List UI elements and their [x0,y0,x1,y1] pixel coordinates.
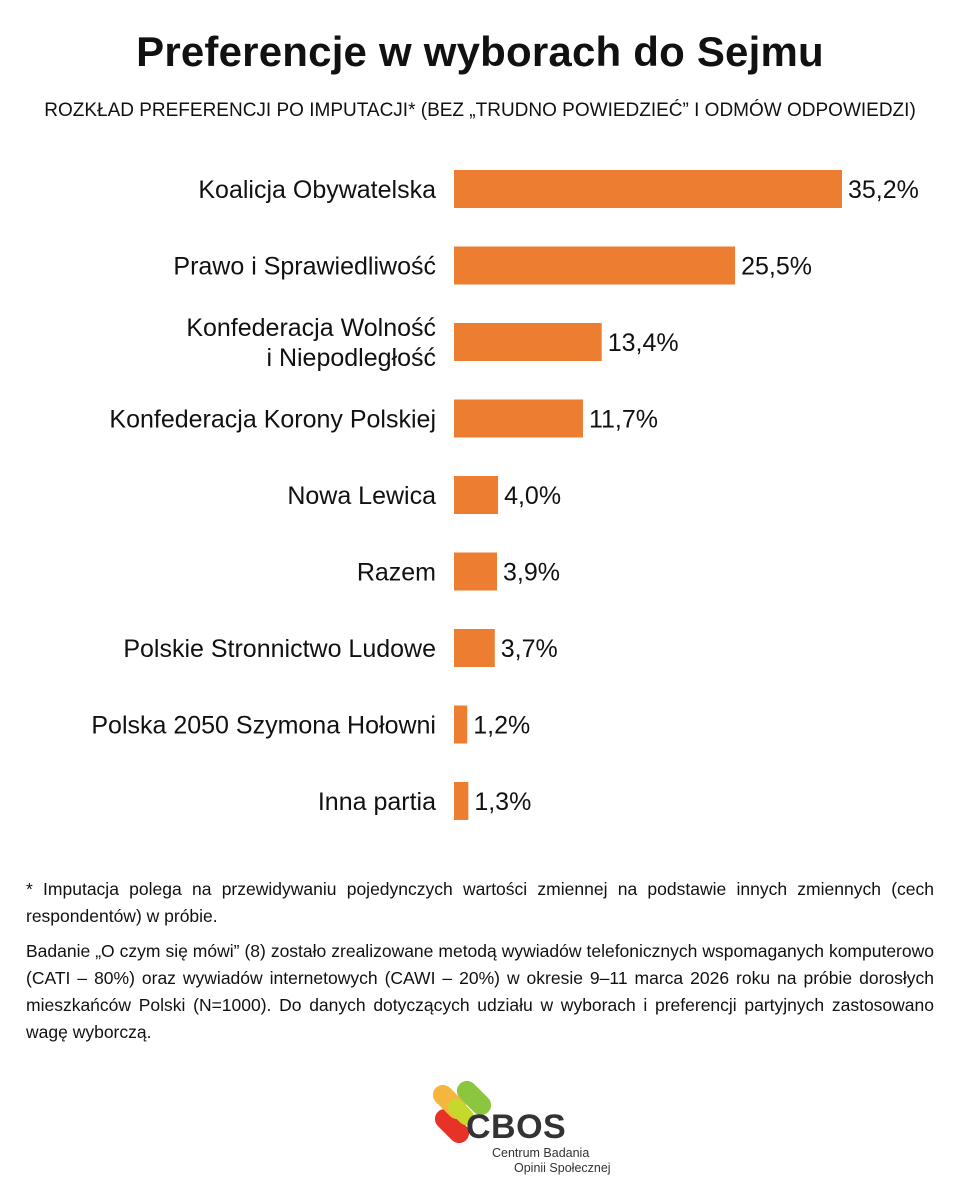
bar-chart: 35,2% Koalicja Obywatelska 25,5% Prawo i Sp… [91,170,919,820]
value-label: 25,5% [741,253,812,281]
category-label: Konfederacja Korony Polskiej [109,406,436,434]
bar [454,399,583,438]
value-label: 1,3% [474,788,531,816]
bar [454,476,499,514]
logo-pill-lime [448,1099,474,1125]
value-label: 3,7% [501,635,558,663]
bar [454,782,469,820]
category-label: Polskie Stronnictwo Ludowe [123,635,436,663]
category-label: Koalicja Obywatelska [198,176,436,204]
logo-wordmark: CBOS [466,1108,567,1146]
value-label: 35,2% [848,176,919,204]
chart-subtitle: ROZKŁAD PREFERENCJI PO IMPUTACJI* (BEZ „… [44,100,916,121]
category-label: Polska 2050 Szymona Hołowni [91,712,436,740]
bar [454,552,497,591]
bar [454,629,495,667]
chart-title: Preferencje w wyborach do Sejmu [136,28,824,75]
category-label: Prawo i Sprawiedliwość [173,253,436,281]
logo-subtitle-line2: Opinii Społecznej [514,1161,611,1175]
bar [454,323,602,361]
footnote-method: Badanie „O czym się mówi” (8) zostało zr… [26,941,934,1042]
category-label: i Niepodległość [266,344,436,372]
logo-subtitle-line1: Centrum Badania [492,1146,590,1160]
footnote-imputation: * Imputacja polega na przewidywaniu poje… [26,879,934,926]
bar [454,246,736,285]
value-label: 1,2% [473,712,530,740]
value-label: 4,0% [504,482,561,510]
value-label: 11,7% [589,406,658,434]
category-label: Konfederacja Wolność [186,314,436,342]
category-label: Nowa Lewica [287,482,436,510]
value-label: 3,9% [503,559,560,587]
value-label: 13,4% [608,329,679,357]
bar [454,705,468,744]
category-label: Razem [357,559,436,587]
logo-pill-red [434,1108,470,1144]
cbos-logo-icon [432,1080,492,1144]
bar [454,170,842,208]
logo-pill-green [456,1080,492,1116]
category-label: Inna partia [318,788,436,816]
